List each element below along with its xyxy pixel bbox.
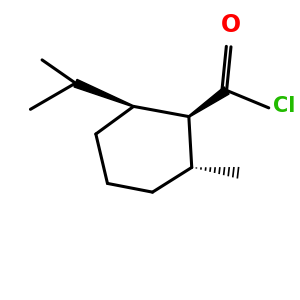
Text: O: O xyxy=(221,13,241,37)
Text: Cl: Cl xyxy=(273,96,296,116)
Polygon shape xyxy=(74,80,134,107)
Polygon shape xyxy=(188,87,229,117)
